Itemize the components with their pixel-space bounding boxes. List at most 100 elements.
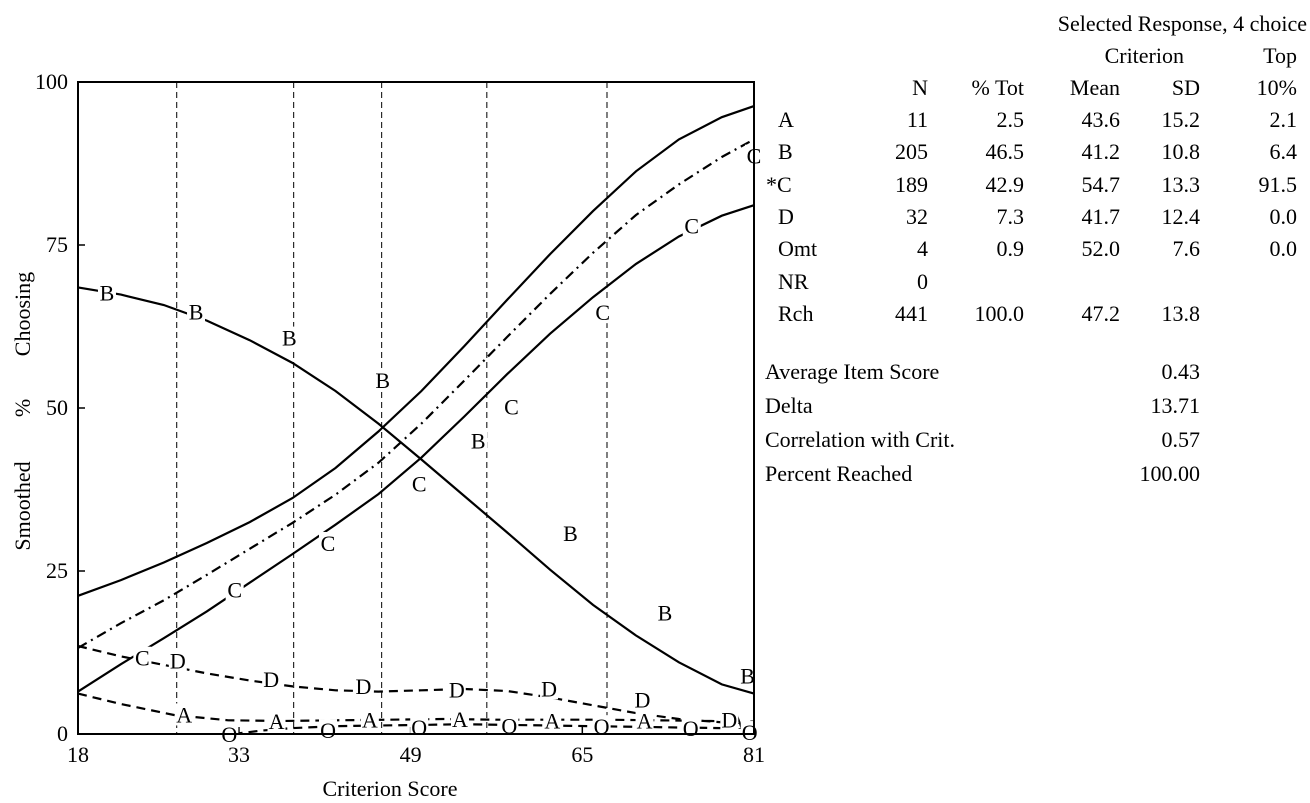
- table-cell-label: Rch: [778, 300, 814, 326]
- series-marker-o: O: [320, 718, 336, 743]
- table-cell-n: 205: [895, 139, 928, 165]
- stat-value: 13.71: [1150, 393, 1201, 418]
- series-marker-a: A: [269, 709, 285, 734]
- x-tick-label: 33: [228, 742, 250, 767]
- table-cell-top: 0.0: [1269, 236, 1298, 262]
- series-marker-o: O: [411, 715, 427, 740]
- y-tick-label: 25: [46, 558, 68, 583]
- table-cell-label: *C: [766, 171, 792, 197]
- series-marker-d: D: [449, 678, 465, 703]
- marker-background: [175, 703, 194, 726]
- marker-background: [561, 522, 580, 545]
- marker-background: [635, 709, 654, 732]
- table-cell-mean: 47.2: [1081, 300, 1121, 326]
- marker-background: [738, 664, 757, 687]
- series-marker-d: D: [634, 687, 650, 712]
- series-marker-d: D: [263, 667, 279, 692]
- table-cell-n: 0: [917, 268, 928, 294]
- series-marker-a: A: [362, 708, 378, 733]
- table-cell-mean: 41.7: [1081, 203, 1121, 229]
- series-marker-d: D: [355, 674, 371, 699]
- band-lower-line: [77, 204, 755, 693]
- series-marker-c: C: [135, 646, 150, 671]
- table-cell-mean: 52.0: [1081, 236, 1121, 262]
- table-cell-sd: 13.3: [1161, 171, 1201, 197]
- marker-background: [133, 646, 152, 669]
- table-cell-sd: 13.8: [1161, 300, 1201, 326]
- table-cell-top: 0.0: [1269, 203, 1298, 229]
- table-cell-sd: 15.2: [1161, 107, 1201, 132]
- marker-background: [543, 709, 562, 732]
- series-marker-c: C: [504, 395, 519, 420]
- series-marker-a: A: [176, 702, 192, 727]
- y-tick-label: 100: [35, 69, 68, 94]
- stat-label: Delta: [765, 393, 813, 418]
- marker-background: [682, 214, 701, 237]
- table-cell-label: NR: [778, 268, 809, 294]
- x-tick-label: 81: [743, 742, 765, 767]
- series-marker-b: B: [100, 281, 115, 306]
- axis-ticks: [77, 81, 755, 735]
- table-cell-pct-tot: 42.9: [985, 171, 1025, 197]
- series-marker-d: D: [170, 648, 186, 673]
- series-marker-c: C: [412, 472, 427, 497]
- marker-background: [354, 674, 373, 697]
- header-sd: SD: [1171, 75, 1200, 100]
- marker-background: [97, 281, 116, 304]
- series-marker-c: C: [321, 531, 336, 556]
- table-cell-label: Omt: [778, 236, 818, 262]
- stat-value: 100.00: [1139, 461, 1201, 486]
- marker-background: [500, 714, 519, 737]
- y-axis-label-part: Smoothed: [10, 461, 35, 550]
- y-tick-label: 75: [46, 232, 68, 257]
- x-axis-label: Criterion Score: [322, 776, 457, 801]
- table-cell-top: 6.4: [1269, 139, 1298, 165]
- table-cell-pct-tot: 46.5: [985, 139, 1025, 165]
- series-marker-b: B: [740, 663, 755, 688]
- y-axis-label-part: Choosing: [10, 272, 35, 356]
- table-cell-top: 91.5: [1258, 171, 1298, 197]
- table-cell-pct-tot: 7.3: [996, 203, 1025, 229]
- table-cell-n: 189: [895, 171, 928, 197]
- marker-background: [633, 688, 652, 711]
- stat-value: 0.43: [1161, 359, 1201, 384]
- series-marker-b: B: [375, 368, 390, 393]
- table-cell-top: 2.1: [1269, 107, 1298, 132]
- table-cell-n: 11: [906, 107, 928, 132]
- series-marker-a: A: [544, 708, 560, 733]
- marker-background: [373, 368, 392, 391]
- series-marker-o: O: [501, 714, 517, 739]
- band-upper-line: [77, 105, 755, 597]
- marker-background: [447, 678, 466, 701]
- vertical-dividers: [176, 82, 608, 734]
- series-marker-c: C: [595, 300, 610, 325]
- series-marker-b: B: [658, 601, 673, 626]
- marker-background: [410, 715, 429, 738]
- marker-background: [225, 578, 244, 601]
- series-marker-d: D: [541, 676, 557, 701]
- y-axis-label: Smoothed % Choosing: [10, 272, 35, 551]
- series-marker-b: B: [282, 326, 297, 351]
- table-cell-pct-tot: 2.5: [996, 107, 1025, 132]
- tick-labels: 18 33 49 65 81 0 25 50 75 100: [35, 69, 765, 767]
- series-marker-b: B: [189, 300, 204, 325]
- table-cell-pct-tot: 0.9: [996, 236, 1025, 262]
- table-cell-label: D: [778, 203, 794, 229]
- header-pct-tot: % Tot: [971, 75, 1024, 100]
- header-mean: Mean: [1069, 75, 1120, 100]
- y-tick-label: 50: [46, 395, 68, 420]
- table-cell-mean: 43.6: [1081, 107, 1121, 132]
- plot-frame: [77, 81, 755, 735]
- marker-background: [319, 719, 338, 742]
- x-tick-label: 65: [571, 742, 593, 767]
- series-marker-a: A: [452, 707, 468, 732]
- series-lines: [77, 138, 755, 736]
- table-cell-pct-tot: 100.0: [974, 300, 1025, 326]
- x-tick-label: 49: [400, 742, 422, 767]
- series-marker-b: B: [563, 521, 578, 546]
- table-cell-n: 32: [906, 203, 928, 229]
- marker-background: [592, 715, 611, 738]
- marker-background: [720, 708, 739, 731]
- series-line-o: [233, 723, 755, 736]
- marker-background: [267, 709, 286, 732]
